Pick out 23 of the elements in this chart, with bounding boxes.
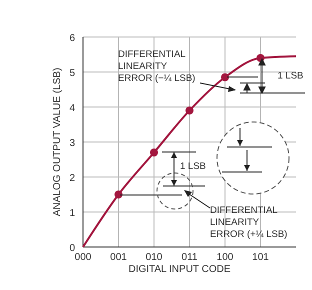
- annotation: 1 LSB: [278, 70, 304, 82]
- point: [150, 148, 158, 156]
- x-tick-label: 001: [110, 252, 128, 263]
- x-tick-label: 011: [182, 252, 198, 263]
- point: [186, 106, 194, 114]
- y-tick-label: 1: [69, 208, 76, 219]
- annotation: 1 LSB: [180, 161, 206, 172]
- y-tick-label: 5: [69, 68, 76, 79]
- y-tick-label: 6: [69, 33, 76, 44]
- x-tick-label: 101: [252, 252, 270, 263]
- point: [114, 190, 122, 198]
- x-axis-title: DIGITAL INPUT CODE: [128, 264, 231, 275]
- y-tick-label: 2: [69, 173, 76, 184]
- annotation: DIFFERENTIAL LINEARITY ERROR (+¼ LSB): [210, 205, 288, 240]
- point: [221, 73, 229, 82]
- annotation: DIFFERENTIAL LINEARITY ERROR (−¼ LSB): [118, 49, 196, 84]
- y-tick-label: 4: [69, 103, 76, 114]
- y-tick-label: 0: [69, 243, 76, 254]
- x-tick-label: 000: [74, 252, 92, 263]
- x-tick-label: 010: [146, 252, 163, 263]
- y-axis-title: ANALOG OUTPUT VALUE (LSB): [52, 68, 63, 216]
- y-tick-label: 3: [69, 138, 76, 149]
- x-tick-label: 100: [216, 252, 234, 263]
